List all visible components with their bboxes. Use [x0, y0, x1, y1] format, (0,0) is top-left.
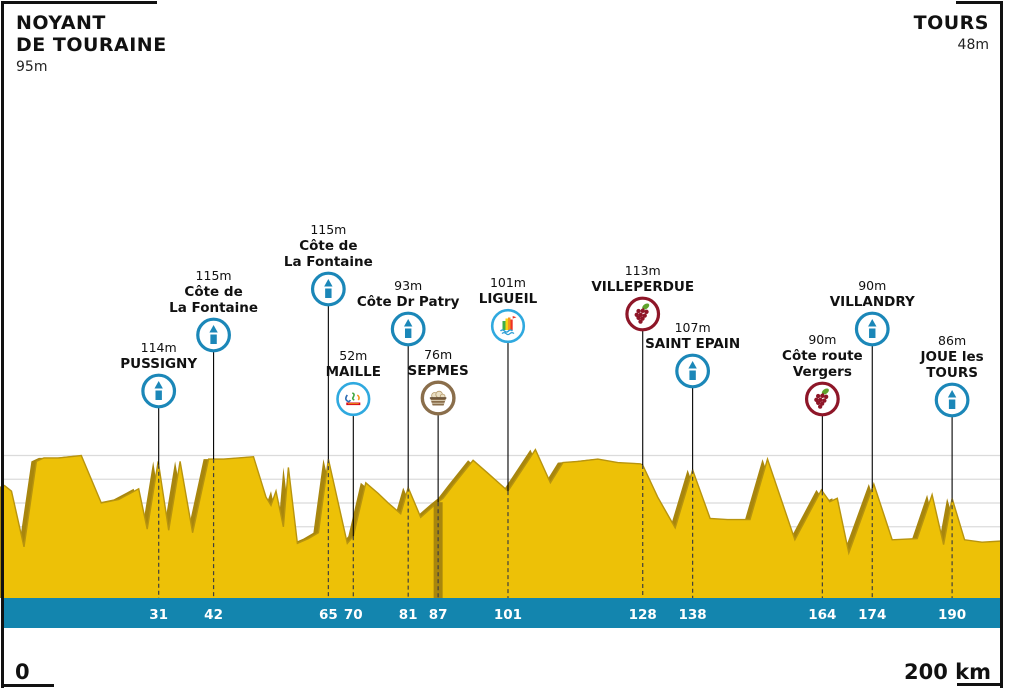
- tower-icon: [196, 317, 231, 353]
- km-tick-label: 138: [679, 607, 707, 623]
- start-name-line1: NOYANT: [16, 12, 106, 34]
- waypoint-name: La Fontaine: [284, 254, 373, 270]
- km-tick-label: 70: [344, 607, 363, 623]
- waypoint-elevation: 86m: [938, 333, 966, 348]
- km-tick-label: 190: [938, 607, 966, 623]
- waypoint-name: SAINT EPAIN: [645, 336, 740, 352]
- finish-elevation: 48m: [957, 37, 989, 53]
- profile-top-edge: [3, 448, 1003, 556]
- waypoint-name: VILLEPERDUE: [591, 279, 694, 295]
- finish-name: TOURS: [913, 12, 989, 34]
- km-tick-label: 31: [149, 607, 168, 623]
- waypoint-elevation: 114m: [141, 340, 177, 355]
- tower-icon: [390, 311, 426, 347]
- waypoint-name: VILLANDRY: [830, 294, 915, 310]
- waypoint-elevation: 52m: [339, 348, 367, 363]
- start-elevation: 95m: [16, 59, 48, 75]
- tower-icon: [854, 311, 890, 347]
- castle-icon: [490, 308, 526, 344]
- waypoint-elevation: 90m: [858, 278, 886, 293]
- waypoint-name: LIGUEIL: [479, 291, 538, 307]
- distance-axis-start-label: 0: [15, 660, 30, 684]
- waypoint-name: TOURS: [926, 365, 978, 381]
- km-tick-label: 174: [858, 607, 886, 623]
- waypoint-elevation: 113m: [625, 263, 661, 278]
- km-tick-label: 128: [629, 607, 657, 623]
- waypoint-name: Côte de: [184, 284, 242, 300]
- waypoint-elevation: 107m: [675, 320, 711, 335]
- distance-bar: [3, 598, 1002, 628]
- distance-axis-end-label: 200 km: [904, 660, 991, 684]
- tower-icon: [934, 382, 970, 418]
- start-name-line2: DE TOURAINE: [16, 34, 167, 56]
- waypoint-elevation: 115m: [196, 268, 232, 283]
- basket-icon: [420, 380, 456, 416]
- tower-icon: [675, 353, 711, 389]
- waypoint-name: Côte route: [782, 348, 863, 364]
- waypoint-elevation: 93m: [394, 278, 422, 293]
- start-location-header: NOYANT DE TOURAINE 95m: [16, 12, 167, 75]
- waypoint-name: La Fontaine: [169, 300, 258, 316]
- waypoint-elevation: 115m: [310, 222, 346, 237]
- waypoint-name: JOUE les: [919, 349, 983, 365]
- waypoint-elevation: 90m: [808, 332, 836, 347]
- tower-icon: [141, 373, 177, 409]
- finish-location-header: TOURS 48m: [914, 12, 989, 53]
- km-tick-label: 42: [204, 607, 223, 623]
- waypoint-elevation: 76m: [424, 347, 452, 362]
- waypoint-name: MAILLE: [326, 364, 381, 380]
- distance-bar-labels: 31 42 65 70 81 87 101 128 138 164 174 190: [149, 607, 966, 623]
- grapes-icon: [804, 381, 840, 417]
- waypoint-name: PUSSIGNY: [120, 356, 197, 372]
- km-tick-label: 81: [399, 607, 418, 623]
- waypoint-name: Vergers: [793, 364, 852, 380]
- km-tick-label: 65: [319, 607, 338, 623]
- feed-zone-band: [433, 502, 443, 598]
- km-tick-label: 164: [808, 607, 836, 623]
- waypoint-name: Côte de: [299, 238, 357, 254]
- profile-area: [4, 449, 1002, 598]
- km-tick-label: 87: [429, 607, 448, 623]
- waypoint-elevation: 101m: [490, 275, 526, 290]
- waypoint-name: SEPMES: [408, 363, 469, 379]
- grapes-icon: [625, 296, 661, 332]
- club-icon: [336, 381, 371, 417]
- km-tick-label: 101: [494, 607, 522, 623]
- tower-icon: [310, 271, 346, 307]
- waypoint-name: Côte Dr Patry: [357, 294, 460, 310]
